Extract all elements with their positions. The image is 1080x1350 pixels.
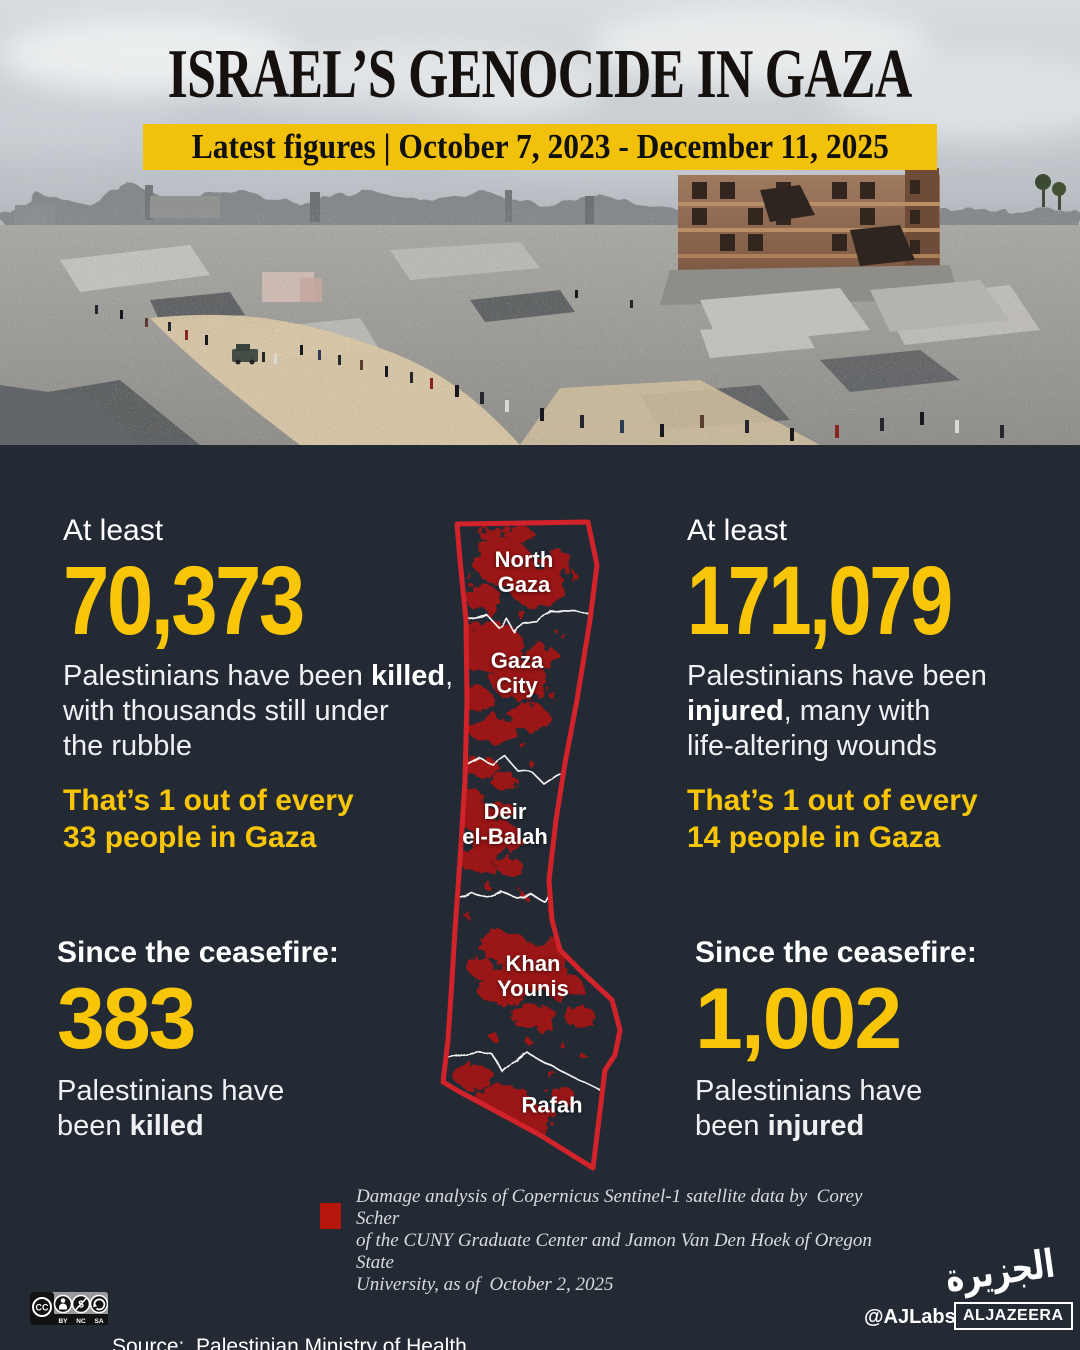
vehicle: [232, 344, 258, 365]
damage-legend-text: Damage analysis of Copernicus Sentinel-1…: [356, 1186, 872, 1295]
injured-prefix: At least: [687, 514, 788, 547]
damage-legend-swatch: [320, 1203, 341, 1229]
ajlabs-credit: @AJLabs: [864, 1306, 956, 1328]
palm-trees: [1035, 174, 1066, 210]
gaza-map-svg: [440, 519, 623, 1171]
ceasefire-killed-description: Palestinians have been killed: [57, 1074, 417, 1144]
aljazeera-wordmark: ALJAZEERA: [954, 1302, 1073, 1330]
injured-total: 171,079: [687, 546, 953, 655]
injured-desc-post: , many with life-altering wounds: [687, 695, 937, 762]
source-line-1: Source: Palestinian Ministry of Health,: [112, 1335, 473, 1350]
killed-stat-block: At least 70,373 Palestinians have been k…: [63, 514, 483, 856]
ceasefire-killed-heading: Since the ceasefire:: [57, 936, 339, 969]
injured-description: Palestinians have been injured, many wit…: [687, 659, 1067, 764]
governorate-boundaries: [443, 610, 605, 1093]
gaza-damage-map: North Gaza Gaza City Deir el-Balah Khan …: [432, 515, 632, 1175]
date-banner: Latest figures | October 7, 2023 - Decem…: [143, 124, 937, 170]
killed-description: Palestinians have been killed, with thou…: [63, 659, 483, 764]
ceasefire-killed-desc-bold: killed: [129, 1110, 204, 1142]
source-attribution: Source: Palestinian Ministry of Health, …: [112, 1284, 630, 1350]
sa-arrow-icon: [93, 1298, 106, 1311]
killed-desc-post: , with thousands still under the rubble: [63, 660, 454, 762]
people-figures: [95, 290, 1004, 441]
map-label-deir-el-balah: Deir el-Balah: [462, 799, 548, 849]
ceasefire-injured-total: 1,002: [695, 971, 902, 1067]
map-label-gaza-city: Gaza City: [490, 648, 544, 698]
killed-desc-bold: killed: [370, 660, 446, 692]
killed-ratio: That’s 1 out of every 33 people in Gaza: [63, 784, 354, 854]
by-label: BY: [58, 1318, 68, 1325]
ceasefire-killed-desc-pre: Palestinians have been: [57, 1075, 285, 1142]
ceasefire-injured-block: Since the ceasefire: 1,002 Palestinians …: [695, 936, 1055, 1144]
nc-dollar-icon: $: [78, 1300, 84, 1311]
map-label-north-gaza: North Gaza: [494, 547, 554, 597]
nc-label: NC: [76, 1318, 86, 1325]
sa-label: SA: [94, 1318, 103, 1325]
page-title: ISRAEL’S GENOCIDE IN GAZA: [168, 36, 913, 113]
killed-desc-pre: Palestinians have been: [63, 660, 371, 692]
injured-stat-block: At least 171,079 Palestinians have been …: [687, 514, 1067, 856]
map-label-rafah: Rafah: [521, 1092, 583, 1118]
cc-license-svg: CC $ BY NC SA: [30, 1292, 109, 1325]
damaged-building: [660, 168, 1010, 345]
map-label-khan-younis: Khan Younis: [497, 951, 569, 1001]
cc-license-badge: CC $ BY NC SA: [30, 1292, 109, 1330]
ceasefire-injured-description: Palestinians have been injured: [695, 1074, 1055, 1144]
cc-icon: CC: [36, 1303, 49, 1313]
by-person-icon: [60, 1298, 66, 1303]
ceasefire-injured-heading: Since the ceasefire:: [695, 936, 977, 969]
ceasefire-killed-total: 383: [57, 971, 197, 1067]
date-banner-text: Latest figures | October 7, 2023 - Decem…: [191, 127, 889, 166]
ceasefire-injured-desc-pre: Palestinians have been: [695, 1075, 923, 1142]
ceasefire-killed-block: Since the ceasefire: 383 Palestinians ha…: [57, 936, 417, 1144]
destruction-photo: ISRAEL’S GENOCIDE IN GAZA Latest figures…: [0, 0, 1080, 445]
injured-desc-bold: injured: [687, 695, 784, 727]
killed-prefix: At least: [63, 514, 164, 547]
gaza-border-outline: [440, 519, 623, 1171]
ceasefire-injured-desc-bold: injured: [767, 1110, 865, 1142]
injured-ratio: That’s 1 out of every 14 people in Gaza: [687, 784, 978, 854]
killed-total: 70,373: [63, 546, 305, 655]
injured-desc-pre: Palestinians have been: [687, 660, 987, 692]
